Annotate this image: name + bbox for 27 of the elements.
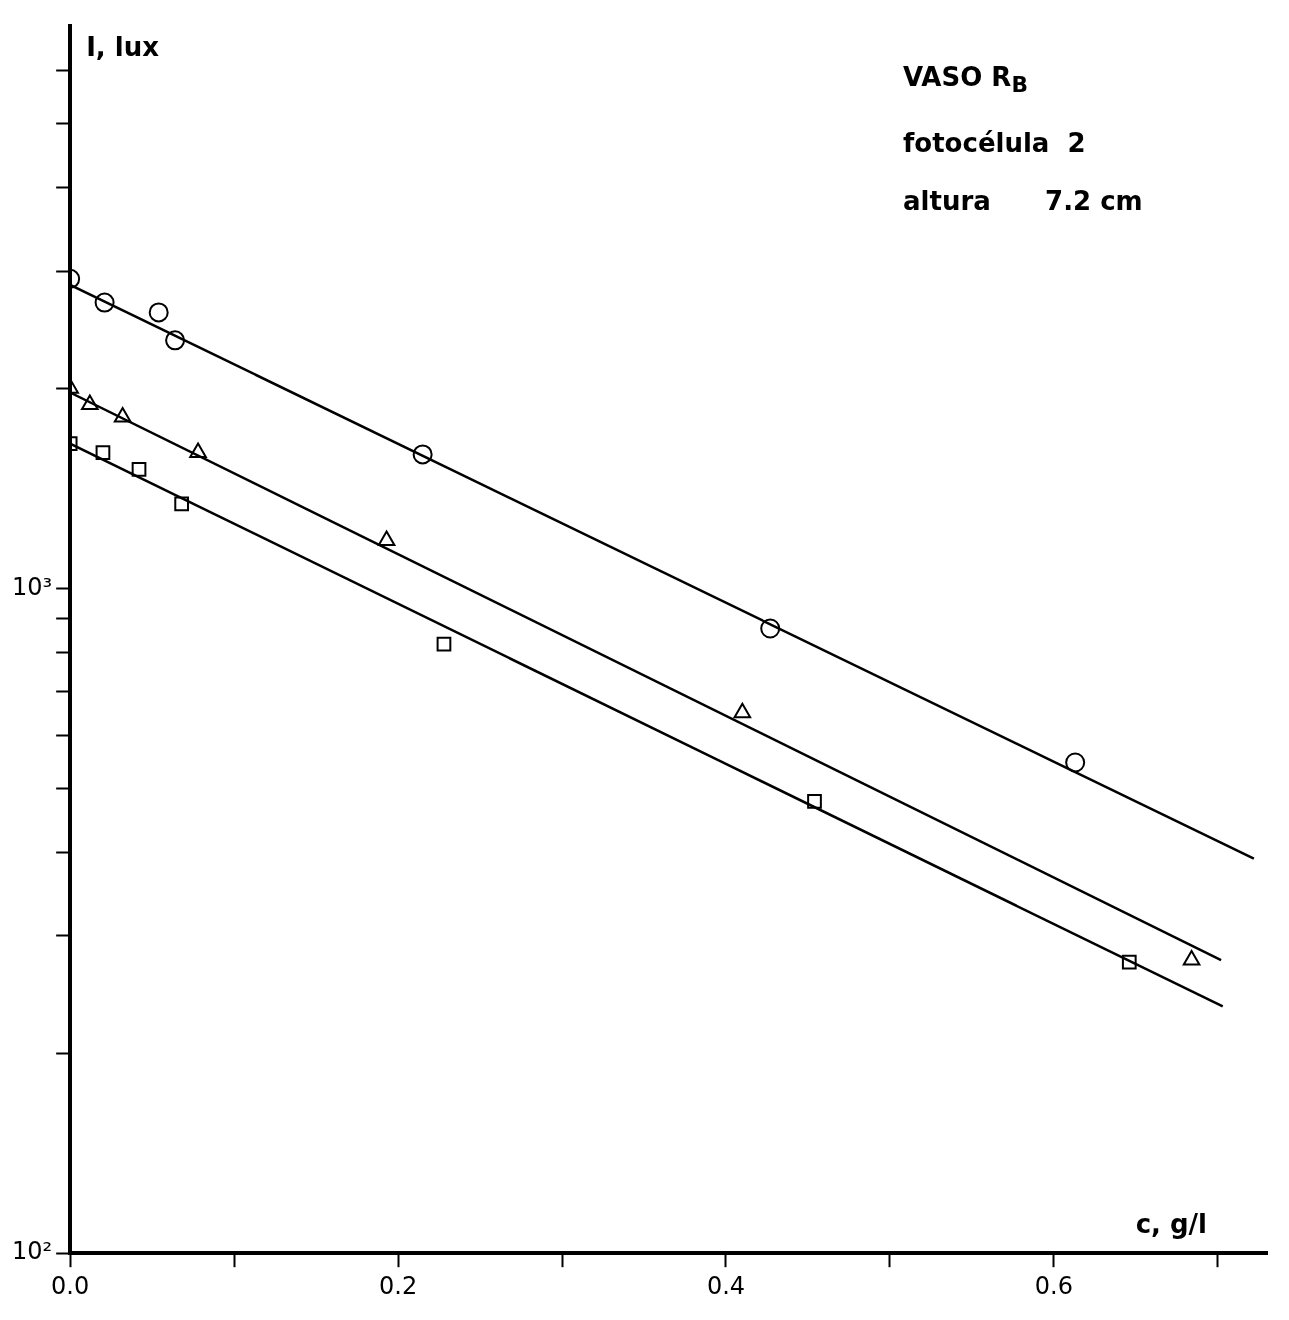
point bbox=[436, 636, 452, 652]
x-tick-label: 0.6 bbox=[1034, 1271, 1073, 1300]
point bbox=[94, 292, 115, 313]
point bbox=[733, 702, 752, 719]
point bbox=[412, 444, 433, 465]
point bbox=[1182, 950, 1201, 966]
point bbox=[807, 794, 822, 809]
point bbox=[1065, 752, 1086, 773]
y-tick-label: 10² bbox=[11, 1237, 53, 1266]
point bbox=[189, 442, 207, 459]
point bbox=[95, 445, 111, 460]
x-tick-label: 0.2 bbox=[378, 1271, 418, 1300]
x-tick-label: 0.4 bbox=[706, 1271, 746, 1300]
point bbox=[377, 530, 396, 547]
annotation: altura 7.2 cm bbox=[903, 185, 1143, 219]
annotation: VASO R$_{B}$ bbox=[903, 61, 1029, 100]
annotation: fotocélula 2 bbox=[903, 127, 1087, 161]
x-tick-label: 0.0 bbox=[51, 1271, 90, 1300]
point bbox=[760, 618, 781, 639]
x-axis-title: c, g/l bbox=[1135, 1208, 1207, 1239]
point bbox=[131, 461, 147, 477]
point bbox=[1121, 954, 1137, 970]
y-tick-label: 10³ bbox=[11, 572, 53, 601]
y-axis-title: I, lux bbox=[86, 32, 160, 63]
point bbox=[174, 496, 190, 512]
point bbox=[165, 330, 186, 351]
point bbox=[148, 302, 169, 323]
